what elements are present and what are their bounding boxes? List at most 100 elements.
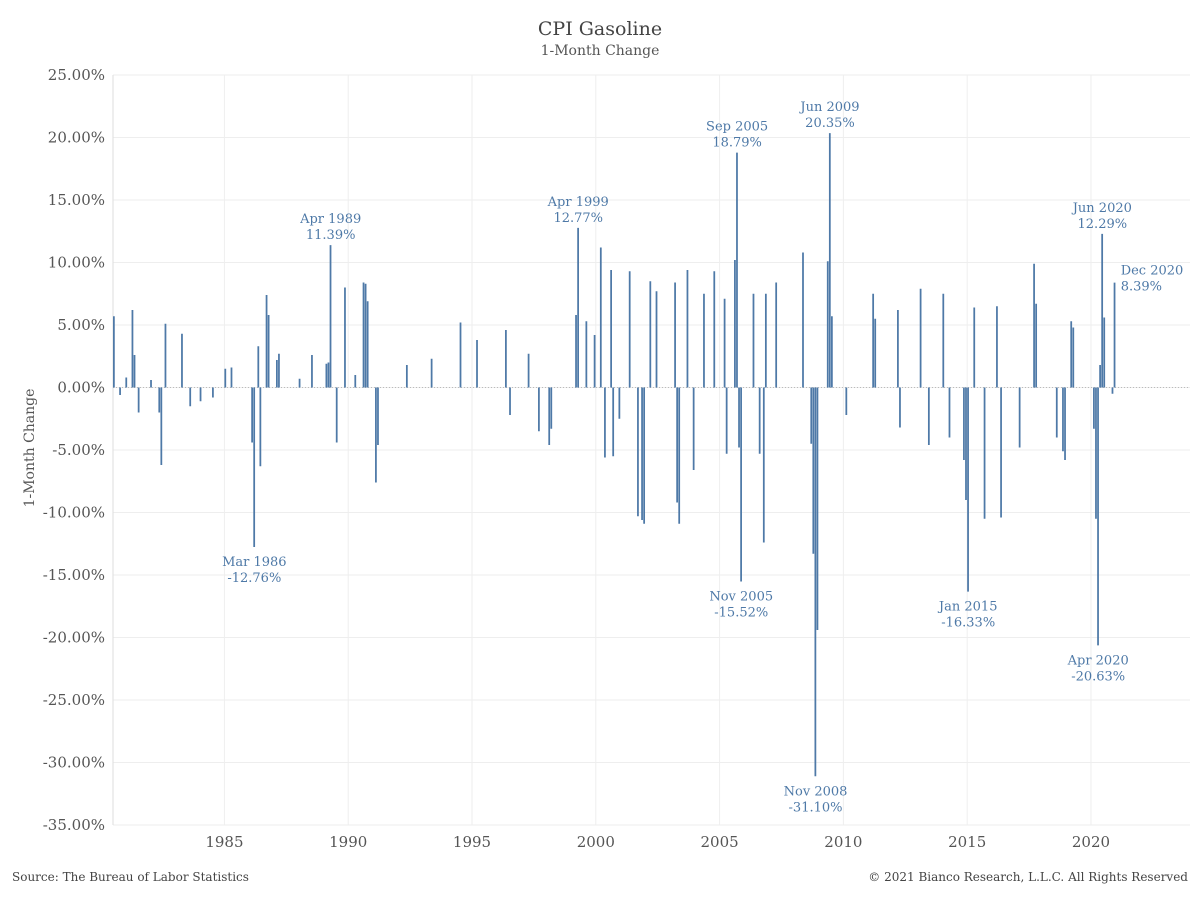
bar: [678, 387, 681, 524]
bar: [686, 270, 689, 388]
bar: [736, 152, 738, 388]
bar: [377, 387, 379, 445]
y-tick-label: -10.00%: [43, 504, 105, 522]
bar: [189, 387, 192, 407]
bar: [618, 387, 621, 419]
bar: [738, 387, 740, 448]
bar: [612, 387, 615, 457]
bar: [548, 387, 551, 445]
bar: [845, 387, 848, 415]
bar: [160, 387, 163, 465]
bar: [251, 387, 253, 443]
x-tick-label: 1985: [205, 833, 243, 851]
y-tick-label: -25.00%: [43, 691, 105, 709]
annotation-date: Nov 2008: [784, 784, 848, 799]
bar: [253, 387, 256, 547]
bar: [575, 315, 577, 388]
bar: [762, 387, 765, 543]
bar: [181, 333, 183, 388]
annotation-value: 12.29%: [1078, 217, 1128, 232]
bar: [278, 353, 280, 388]
bar: [577, 227, 579, 388]
bar: [150, 380, 152, 388]
annotation-date: Jan 2015: [937, 600, 998, 615]
bar: [119, 387, 121, 395]
x-tick-label: 1995: [453, 833, 491, 851]
bar: [476, 340, 478, 388]
bar: [831, 316, 833, 388]
annotation-date: Mar 1986: [222, 555, 287, 570]
bar: [259, 387, 262, 467]
bar: [764, 293, 767, 388]
bar: [1113, 282, 1116, 388]
bar: [1018, 387, 1021, 448]
bar: [872, 293, 875, 388]
bar: [963, 387, 965, 460]
annotation-date: Apr 2020: [1067, 653, 1129, 668]
bar: [354, 375, 357, 388]
bar: [1033, 263, 1035, 388]
bar: [1035, 303, 1038, 388]
x-tick-label: 2005: [700, 833, 738, 851]
bar: [812, 387, 815, 554]
bar: [327, 362, 330, 388]
y-tick-label: -5.00%: [52, 441, 105, 459]
copyright-note: © 2021 Bianco Research, L.L.C. All Right…: [868, 870, 1188, 884]
bar: [758, 387, 761, 454]
bar: [1095, 387, 1097, 519]
bar: [641, 387, 643, 520]
bar: [230, 367, 233, 388]
annotation-date: Apr 1999: [547, 195, 609, 210]
gridlines: [113, 74, 1190, 826]
chart-subtitle: 1-Month Change: [540, 43, 660, 59]
bar: [1099, 365, 1101, 388]
y-tick-label: 10.00%: [48, 254, 105, 272]
bar: [655, 291, 658, 388]
bar: [814, 387, 817, 777]
bar: [897, 310, 899, 388]
bar: [1062, 387, 1064, 452]
bar: [366, 301, 369, 388]
bar: [265, 295, 268, 388]
bar: [1101, 233, 1104, 388]
bar: [649, 281, 652, 388]
bar: [967, 387, 969, 592]
bar: [828, 133, 831, 388]
annotation-date: Nov 2005: [709, 590, 773, 605]
bar: [158, 387, 161, 413]
bar: [1072, 327, 1075, 388]
bar: [298, 378, 301, 388]
bar: [329, 245, 332, 388]
y-tick-label: 0.00%: [57, 379, 105, 397]
y-tick-label: -20.00%: [43, 629, 105, 647]
bar: [1070, 321, 1073, 388]
bar: [740, 387, 742, 582]
bar: [637, 387, 639, 517]
y-tick-label: -30.00%: [43, 754, 105, 772]
bar: [734, 260, 736, 388]
bar: [983, 387, 986, 519]
bar: [604, 387, 606, 458]
annotation-value: 11.39%: [306, 228, 356, 243]
annotation-value: 18.79%: [712, 136, 762, 151]
bar: [459, 322, 462, 388]
bar: [725, 387, 728, 454]
bar: [1000, 387, 1002, 518]
bar: [585, 321, 588, 388]
x-tick-label: 2015: [948, 833, 986, 851]
y-tick-label: 5.00%: [57, 316, 105, 334]
bar: [942, 293, 945, 388]
bar: [1097, 387, 1099, 646]
bar: [692, 387, 695, 470]
annotation-value: -20.63%: [1071, 669, 1125, 684]
bar: [674, 282, 676, 388]
x-tick-label: 2020: [1072, 833, 1110, 851]
bar: [593, 335, 596, 388]
bar: [344, 287, 346, 388]
bar: [125, 377, 128, 388]
bar: [919, 288, 922, 388]
bar: [810, 387, 813, 444]
bar: [311, 355, 313, 388]
